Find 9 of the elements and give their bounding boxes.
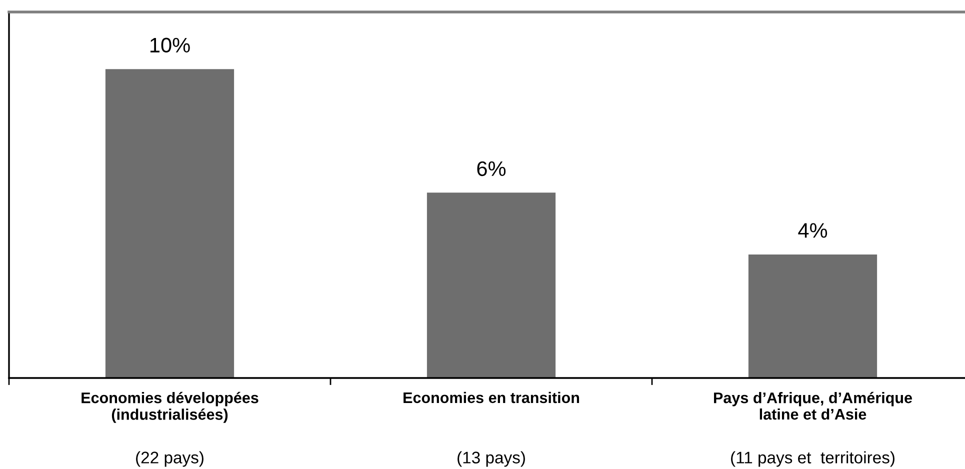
text: (13 pays) bbox=[458, 451, 525, 467]
text: (22 pays) bbox=[136, 451, 204, 467]
data-label: 4% bbox=[798, 223, 828, 238]
data-label: 6% bbox=[477, 161, 506, 176]
data-label: 10% bbox=[150, 38, 190, 53]
text: (11 pays et territoires) bbox=[731, 451, 894, 467]
x-tick-label: Economies en transition bbox=[404, 392, 580, 404]
x-tick-label: Economies développées (industrialisées) bbox=[82, 392, 258, 423]
x-tick-label: Pays d’Afrique, d’Amérique latine et d’Asie bbox=[714, 392, 912, 420]
